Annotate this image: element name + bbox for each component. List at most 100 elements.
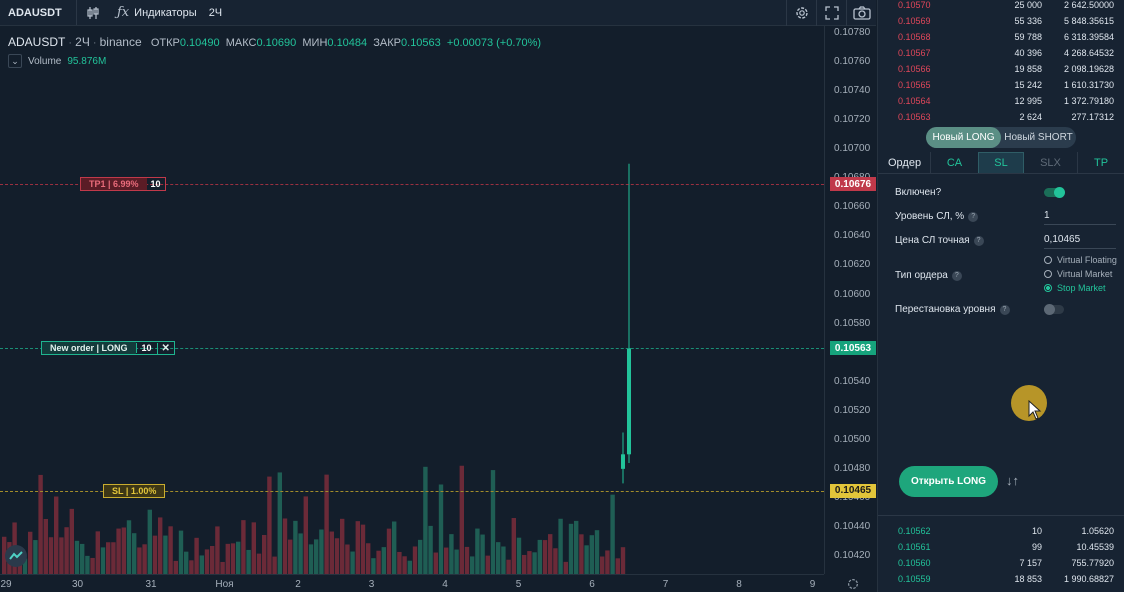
collapse-legend-button[interactable]: ⌄ xyxy=(8,54,22,68)
volume-bar xyxy=(158,517,163,574)
bid-row[interactable]: 0.10560 7 157 755.77920 xyxy=(878,555,1124,571)
book-total: 10.45539 xyxy=(1076,542,1114,552)
volume-bar xyxy=(106,542,111,574)
volume-bar xyxy=(308,544,314,574)
open-long-button[interactable]: Открыть LONG xyxy=(899,466,998,497)
symbol-search-button[interactable]: ADAUSDT xyxy=(0,0,77,25)
volume-bar xyxy=(95,531,100,574)
book-qty: 40 396 xyxy=(1014,48,1042,58)
volume-bar xyxy=(189,560,194,574)
fullscreen-button[interactable] xyxy=(816,0,846,26)
price-chart[interactable]: ADAUSDT · 2Ч · binance ОТКР0.10490 МАКС0… xyxy=(0,26,876,592)
type-virtual-market-radio[interactable]: Virtual Market xyxy=(1044,269,1112,279)
tab-sl[interactable]: SL xyxy=(978,152,1024,173)
ask-row[interactable]: 0.10568 59 788 6 318.39584 xyxy=(878,29,1124,45)
help-icon[interactable]: ? xyxy=(968,211,979,222)
type-stop-market-radio[interactable]: Stop Market xyxy=(1044,283,1106,293)
ask-row[interactable]: 0.10563 2 624 277.17312 xyxy=(878,109,1124,125)
book-qty: 2 624 xyxy=(1019,112,1042,122)
ask-row[interactable]: 0.10570 25 000 2 642.50000 xyxy=(878,0,1124,13)
volume-bar xyxy=(402,556,407,574)
book-total: 5 848.35615 xyxy=(1063,16,1114,26)
swap-icon[interactable]: ↓↑ xyxy=(1006,473,1019,488)
ask-row[interactable]: 0.10564 12 995 1 372.79180 xyxy=(878,93,1124,109)
bid-row[interactable]: 0.10559 18 853 1 990.68827 xyxy=(878,571,1124,587)
help-icon[interactable]: ? xyxy=(973,235,984,246)
interval-button[interactable]: 2Ч xyxy=(205,0,230,25)
volume-bar xyxy=(412,546,418,574)
move-toggle[interactable] xyxy=(1044,304,1064,315)
chart-type-button[interactable] xyxy=(77,0,109,25)
ask-row[interactable]: 0.10567 40 396 4 268.64532 xyxy=(878,45,1124,61)
sl-tag[interactable]: SL | 1.00% xyxy=(103,483,166,498)
bid-row[interactable]: 0.10562 10 1.05620 xyxy=(878,523,1124,539)
bid-row[interactable]: 0.10561 99 10.45539 xyxy=(878,539,1124,555)
new-short-tab[interactable]: Новый SHORT xyxy=(1004,132,1073,143)
screenshot-button[interactable] xyxy=(846,0,876,26)
time-axis[interactable]: 29 30 31 Ноя 2 3 4 5 6 7 8 9 xyxy=(0,574,824,592)
radio-dot xyxy=(1044,270,1052,278)
candles-plot[interactable] xyxy=(0,26,824,574)
volume-bar xyxy=(272,556,277,574)
tp-tag[interactable]: TP1 | 6.99% 10 xyxy=(80,177,166,192)
ask-row[interactable]: 0.10566 19 858 2 098.19628 xyxy=(878,61,1124,77)
volume-bar xyxy=(116,528,121,574)
volume-bar xyxy=(54,496,59,574)
volume-bar xyxy=(173,560,178,574)
legend-exchange: binance xyxy=(99,35,142,49)
volume-bar xyxy=(33,540,38,574)
book-price: 0.10569 xyxy=(898,16,931,26)
volume-bar xyxy=(225,543,230,574)
volume-bar xyxy=(236,541,241,574)
order-cancel-button[interactable]: ✕ xyxy=(156,342,174,354)
enabled-toggle[interactable] xyxy=(1044,187,1065,198)
volume-bar xyxy=(553,548,558,574)
tab-ca[interactable]: CA xyxy=(930,152,978,173)
time-tick: 6 xyxy=(589,579,595,590)
time-tick: 30 xyxy=(71,579,84,590)
ask-row[interactable]: 0.10569 55 336 5 848.35615 xyxy=(878,13,1124,29)
side-switch[interactable]: Новый LONG Новый SHORT xyxy=(926,127,1076,148)
tab-slx[interactable]: SLX xyxy=(1024,152,1078,173)
time-tick: 7 xyxy=(662,579,669,590)
order-tag[interactable]: New order | LONG 10 ✕ xyxy=(41,341,175,356)
gear-icon xyxy=(848,579,858,589)
type-virtual-floating-radio[interactable]: Virtual Floating xyxy=(1044,255,1117,265)
volume-bar xyxy=(168,526,173,574)
type-option-label: Virtual Floating xyxy=(1057,255,1117,265)
volume-bar xyxy=(506,559,511,574)
volume-bar xyxy=(496,542,501,574)
time-tick: 9 xyxy=(809,579,816,590)
volume-bar xyxy=(194,537,199,574)
volume-bar xyxy=(43,518,48,574)
volume-bar xyxy=(262,534,267,574)
price-tick: 0.10660 xyxy=(834,201,871,213)
volume-bar xyxy=(516,537,522,574)
help-icon[interactable]: ? xyxy=(999,304,1010,315)
volume-bar xyxy=(267,476,272,574)
time-tick: 3 xyxy=(368,579,375,590)
help-icon[interactable]: ? xyxy=(951,270,962,281)
volume-bar xyxy=(397,551,402,574)
new-long-tab[interactable]: Новый LONG xyxy=(926,127,1001,148)
order-tag-text: New order | LONG xyxy=(42,342,136,355)
ask-row[interactable]: 0.10565 15 242 1 610.31730 xyxy=(878,77,1124,93)
price-input[interactable]: 0,10465 xyxy=(1044,234,1116,249)
price-tick: 0.10600 xyxy=(834,288,871,300)
volume-bar xyxy=(459,465,464,574)
book-total: 6 318.39584 xyxy=(1063,32,1114,42)
book-total: 4 268.64532 xyxy=(1063,48,1114,58)
volume-bar xyxy=(568,523,574,574)
volume-bar xyxy=(288,539,293,574)
level-input[interactable]: 1 xyxy=(1044,210,1116,225)
tradingview-logo[interactable] xyxy=(5,545,27,567)
settings-button[interactable] xyxy=(786,0,816,26)
volume-label: Volume xyxy=(28,55,62,67)
tab-tp[interactable]: TP xyxy=(1093,156,1109,169)
indicators-button[interactable]: ƒx Индикаторы xyxy=(109,0,205,25)
last-candle-body xyxy=(627,348,631,455)
legend-symbol: ADAUSDT xyxy=(8,35,66,49)
axis-settings-button[interactable] xyxy=(846,577,860,591)
price-tick: 0.10780 xyxy=(834,27,871,38)
